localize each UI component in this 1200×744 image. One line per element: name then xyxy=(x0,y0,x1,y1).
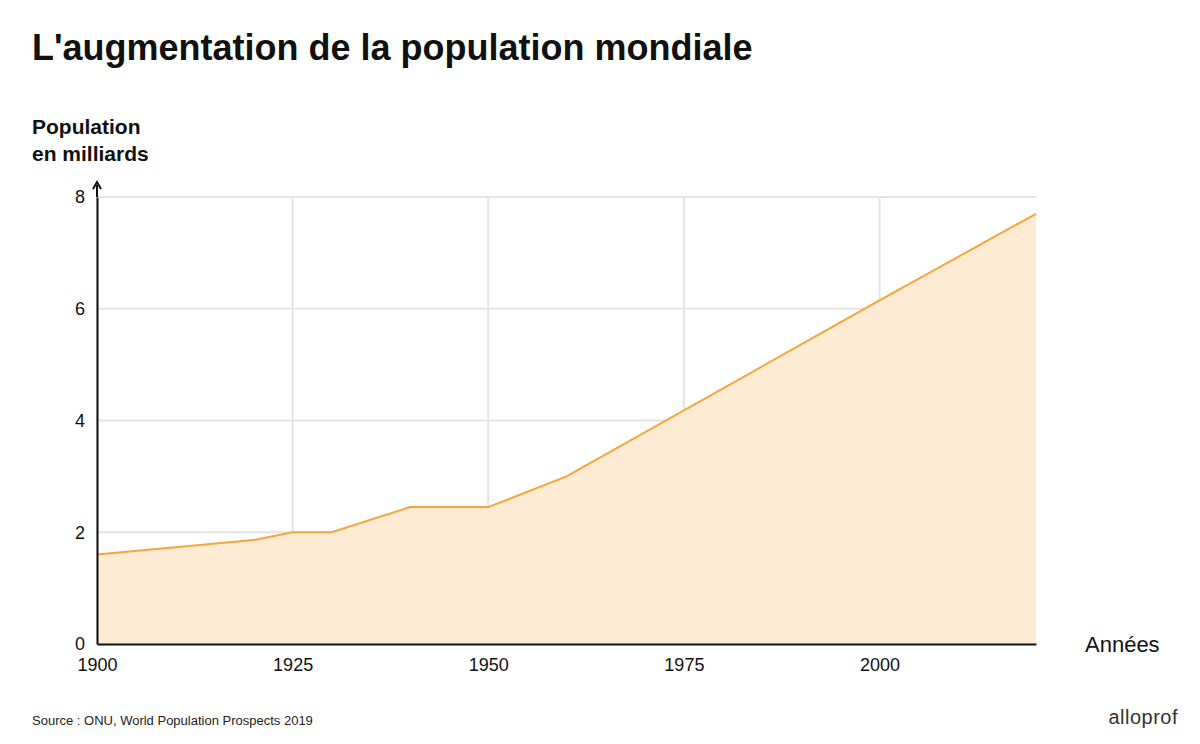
x-tick: 2000 xyxy=(860,644,900,675)
x-tick-label: 1925 xyxy=(273,655,313,675)
axis-arrow xyxy=(93,182,101,189)
line xyxy=(97,214,1036,555)
axis-arrow xyxy=(96,185,98,197)
y-tick: 4 xyxy=(75,411,97,431)
area xyxy=(97,214,1036,644)
source: Source : ONU, World Population Prospects… xyxy=(32,713,313,728)
y-tick: 6 xyxy=(75,299,97,319)
x-tick: 1950 xyxy=(469,644,509,675)
y-axis-title: Population xyxy=(32,115,141,138)
y-tick: 8 xyxy=(75,187,97,207)
y-tick-label: 2 xyxy=(75,523,85,543)
y-tick-label: 8 xyxy=(75,187,85,207)
grid-line xyxy=(97,196,1036,198)
y-tick-label: 6 xyxy=(75,299,85,319)
y-tick-label: 4 xyxy=(75,411,85,431)
x-tick-label: 1975 xyxy=(664,655,704,675)
title: L'augmentation de la population mondiale xyxy=(32,27,753,68)
x-tick: 1975 xyxy=(664,644,704,675)
y-tick-label: 0 xyxy=(75,634,85,654)
grid xyxy=(97,197,1036,644)
chart: L'augmentation de la population mondiale… xyxy=(0,0,1200,744)
y-axis-line xyxy=(97,198,99,645)
y-tick: 0 xyxy=(75,634,97,654)
x-tick-label: 1900 xyxy=(77,655,117,675)
x-tick-label: 1950 xyxy=(469,655,509,675)
x-axis-line xyxy=(98,644,1037,646)
x-axis: 1900 1925 1950 1975 2000 xyxy=(77,644,1036,675)
x-axis-title: Années xyxy=(1085,632,1160,657)
x-tick: 1925 xyxy=(273,644,313,675)
y-axis-title: en milliards xyxy=(32,142,149,165)
grid-line xyxy=(96,197,98,644)
y-tick: 2 xyxy=(75,523,97,543)
x-tick-label: 2000 xyxy=(860,655,900,675)
plot-area xyxy=(97,214,1036,644)
y-axis: 0 2 4 6 8 xyxy=(75,187,98,654)
logo: alloprof xyxy=(1108,706,1178,728)
